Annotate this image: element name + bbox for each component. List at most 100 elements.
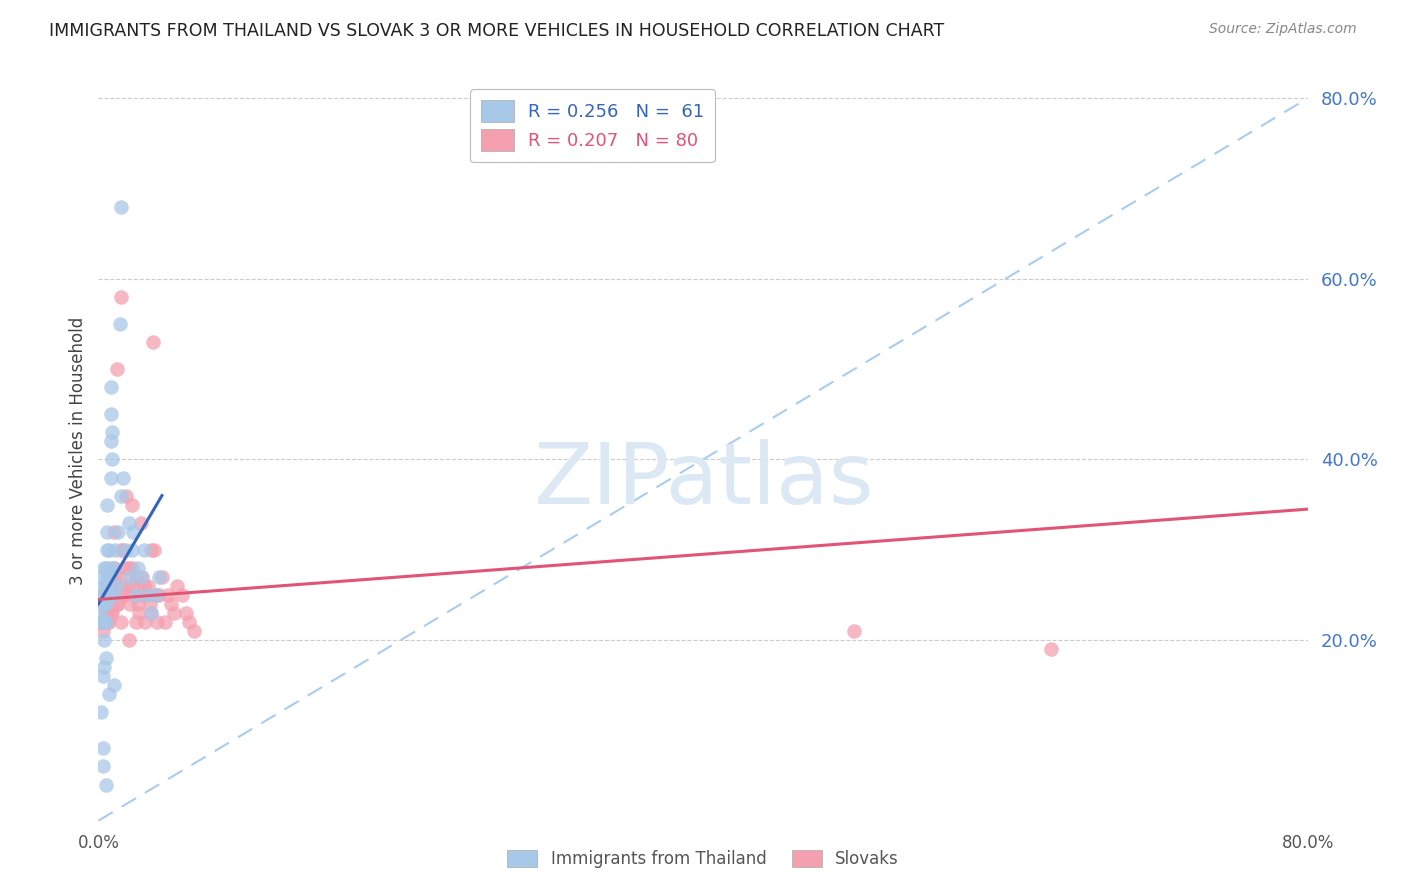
Point bbox=[135, 588, 157, 602]
Point bbox=[93, 579, 115, 593]
Point bbox=[148, 588, 170, 602]
Point bbox=[125, 570, 148, 584]
Point bbox=[1039, 642, 1062, 657]
Point bbox=[121, 498, 143, 512]
Point bbox=[101, 425, 124, 440]
Point bbox=[96, 542, 118, 557]
Point bbox=[125, 615, 148, 629]
Point bbox=[141, 606, 163, 620]
Point bbox=[174, 606, 197, 620]
Point bbox=[135, 588, 157, 602]
Point bbox=[156, 588, 179, 602]
Point bbox=[103, 561, 125, 575]
Point bbox=[91, 669, 114, 683]
Point bbox=[93, 615, 115, 629]
Point bbox=[183, 624, 205, 638]
Point bbox=[103, 588, 125, 602]
Point bbox=[103, 588, 125, 602]
Point bbox=[107, 597, 129, 611]
Point bbox=[160, 597, 183, 611]
Point bbox=[105, 579, 128, 593]
Point bbox=[125, 588, 148, 602]
Point bbox=[129, 588, 152, 602]
Point bbox=[94, 579, 117, 593]
Point bbox=[96, 498, 118, 512]
Point bbox=[120, 570, 142, 584]
Point bbox=[91, 624, 114, 638]
Point bbox=[148, 570, 170, 584]
Point bbox=[122, 524, 145, 539]
Point bbox=[107, 524, 129, 539]
Point bbox=[179, 615, 201, 629]
Point bbox=[94, 778, 117, 792]
Point bbox=[105, 579, 128, 593]
Point bbox=[94, 561, 117, 575]
Point bbox=[108, 570, 131, 584]
Point bbox=[101, 597, 124, 611]
Point bbox=[94, 606, 117, 620]
Point bbox=[94, 615, 117, 629]
Legend: R = 0.256   N =  61, R = 0.207   N = 80: R = 0.256 N = 61, R = 0.207 N = 80 bbox=[470, 89, 714, 162]
Point bbox=[89, 606, 111, 620]
Point bbox=[94, 597, 117, 611]
Point bbox=[90, 615, 112, 629]
Point bbox=[108, 317, 131, 331]
Point bbox=[93, 660, 115, 674]
Point bbox=[111, 542, 134, 557]
Point bbox=[91, 759, 114, 773]
Point bbox=[121, 561, 143, 575]
Point bbox=[93, 633, 115, 648]
Point bbox=[96, 606, 118, 620]
Point bbox=[145, 588, 167, 602]
Point bbox=[101, 606, 124, 620]
Point bbox=[103, 561, 125, 575]
Point bbox=[136, 579, 159, 593]
Point bbox=[100, 606, 122, 620]
Point bbox=[91, 741, 114, 756]
Point bbox=[104, 542, 127, 557]
Text: Source: ZipAtlas.com: Source: ZipAtlas.com bbox=[1209, 22, 1357, 37]
Text: ZIPatlas: ZIPatlas bbox=[533, 439, 873, 522]
Point bbox=[111, 470, 134, 484]
Point bbox=[96, 570, 118, 584]
Point bbox=[100, 588, 122, 602]
Point bbox=[163, 606, 186, 620]
Point bbox=[115, 579, 138, 593]
Point bbox=[100, 434, 122, 449]
Point bbox=[98, 570, 121, 584]
Point bbox=[132, 579, 155, 593]
Point bbox=[166, 579, 188, 593]
Point bbox=[129, 570, 152, 584]
Point bbox=[145, 588, 167, 602]
Point bbox=[128, 606, 150, 620]
Point bbox=[170, 588, 193, 602]
Point bbox=[98, 588, 121, 602]
Point bbox=[122, 579, 145, 593]
Point bbox=[110, 542, 132, 557]
Point bbox=[98, 687, 121, 701]
Point bbox=[90, 615, 112, 629]
Point bbox=[98, 561, 121, 575]
Point bbox=[98, 588, 121, 602]
Point bbox=[103, 524, 125, 539]
Point bbox=[94, 579, 117, 593]
Point bbox=[112, 588, 135, 602]
Point bbox=[110, 290, 132, 304]
Point bbox=[94, 588, 117, 602]
Point bbox=[91, 588, 114, 602]
Point bbox=[101, 452, 124, 467]
Point bbox=[93, 615, 115, 629]
Point bbox=[96, 588, 118, 602]
Point bbox=[844, 624, 866, 638]
Point bbox=[125, 570, 148, 584]
Point bbox=[98, 542, 121, 557]
Point bbox=[90, 570, 112, 584]
Point bbox=[93, 597, 115, 611]
Point bbox=[114, 561, 136, 575]
Point bbox=[127, 561, 149, 575]
Point bbox=[132, 542, 155, 557]
Point bbox=[121, 542, 143, 557]
Point bbox=[141, 606, 163, 620]
Point bbox=[146, 615, 169, 629]
Point bbox=[143, 542, 166, 557]
